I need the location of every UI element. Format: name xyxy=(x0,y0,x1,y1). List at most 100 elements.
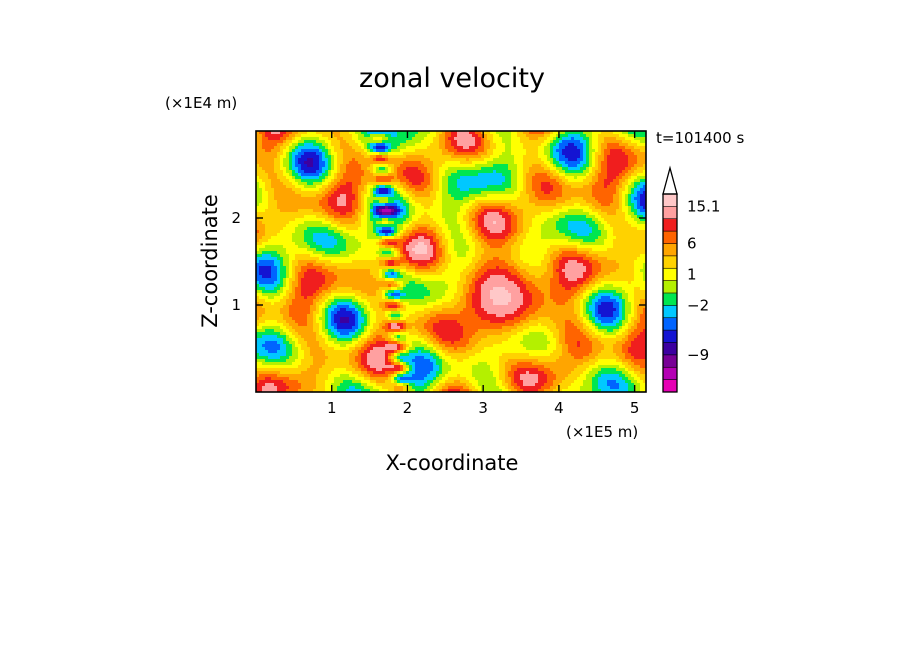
field-cell xyxy=(514,158,518,162)
field-cell xyxy=(289,242,293,246)
field-cell xyxy=(559,182,563,186)
field-cell xyxy=(274,209,278,213)
field-cell xyxy=(325,233,329,237)
field-cell xyxy=(259,176,263,180)
field-cell xyxy=(325,170,329,174)
field-cell xyxy=(631,215,635,219)
field-cell xyxy=(427,158,431,162)
field-cell xyxy=(571,215,575,219)
field-cell xyxy=(364,191,368,195)
field-cell xyxy=(379,134,383,138)
field-cell xyxy=(535,203,539,207)
field-cell xyxy=(337,212,341,216)
field-cell xyxy=(427,227,431,231)
field-cell xyxy=(601,236,605,240)
field-cell xyxy=(400,143,404,147)
field-cell xyxy=(415,176,419,180)
field-cell xyxy=(451,218,455,222)
field-cell xyxy=(388,152,392,156)
field-cell xyxy=(310,164,314,168)
field-cell xyxy=(520,242,524,246)
field-cell xyxy=(376,152,380,156)
field-cell xyxy=(613,146,617,150)
field-cell xyxy=(409,167,413,171)
field-cell xyxy=(457,161,461,165)
field-cell xyxy=(478,152,482,156)
field-cell xyxy=(529,236,533,240)
field-cell xyxy=(427,218,431,222)
field-cell xyxy=(466,206,470,210)
field-cell xyxy=(421,206,425,210)
field-cell xyxy=(532,179,536,183)
field-cell xyxy=(529,140,533,144)
field-cell xyxy=(313,161,317,165)
field-cell xyxy=(262,173,266,177)
field-cell xyxy=(628,203,632,207)
field-cell xyxy=(289,245,293,249)
field-cell xyxy=(427,200,431,204)
field-cell xyxy=(574,176,578,180)
field-cell xyxy=(562,230,566,234)
field-cell xyxy=(469,158,473,162)
field-cell xyxy=(430,152,434,156)
field-cell xyxy=(379,197,383,201)
field-cell xyxy=(409,209,413,213)
field-cell xyxy=(571,131,575,135)
field-cell xyxy=(331,218,335,222)
field-cell xyxy=(379,176,383,180)
field-cell xyxy=(268,215,272,219)
field-cell xyxy=(520,197,524,201)
field-cell xyxy=(280,239,284,243)
field-cell xyxy=(460,230,464,234)
field-cell xyxy=(577,209,581,213)
field-cell xyxy=(628,143,632,147)
field-cell xyxy=(298,185,302,189)
field-cell xyxy=(556,173,560,177)
field-cell xyxy=(400,167,404,171)
field-cell xyxy=(562,224,566,228)
field-cell xyxy=(376,167,380,171)
field-cell xyxy=(367,143,371,147)
field-cell xyxy=(409,242,413,246)
field-cell xyxy=(307,179,311,183)
field-cell xyxy=(262,245,266,249)
field-cell xyxy=(580,152,584,156)
field-cell xyxy=(532,242,536,246)
field-cell xyxy=(496,200,500,204)
field-cell xyxy=(532,134,536,138)
field-cell xyxy=(640,152,644,156)
field-cell xyxy=(385,194,389,198)
field-cell xyxy=(277,188,281,192)
field-cell xyxy=(400,224,404,228)
field-cell xyxy=(358,200,362,204)
field-cell xyxy=(445,215,449,219)
field-cell xyxy=(376,185,380,189)
field-cell xyxy=(631,176,635,180)
field-cell xyxy=(421,233,425,237)
field-cell xyxy=(313,173,317,177)
field-cell xyxy=(310,143,314,147)
field-cell xyxy=(280,143,284,147)
field-cell xyxy=(406,188,410,192)
field-cell xyxy=(352,152,356,156)
field-cell xyxy=(583,179,587,183)
field-cell xyxy=(514,218,518,222)
field-cell xyxy=(271,176,275,180)
field-cell xyxy=(604,191,608,195)
field-cell xyxy=(472,215,476,219)
field-cell xyxy=(361,230,365,234)
field-cell xyxy=(349,224,353,228)
field-cell xyxy=(418,164,422,168)
field-cell xyxy=(511,146,515,150)
field-cell xyxy=(574,149,578,153)
field-cell xyxy=(505,206,509,210)
field-cell xyxy=(397,218,401,222)
field-cell xyxy=(451,233,455,237)
field-cell xyxy=(607,167,611,171)
field-cell xyxy=(490,236,494,240)
field-cell xyxy=(397,140,401,144)
field-cell xyxy=(631,155,635,159)
field-cell xyxy=(487,140,491,144)
field-cell xyxy=(592,233,596,237)
field-cell xyxy=(451,197,455,201)
